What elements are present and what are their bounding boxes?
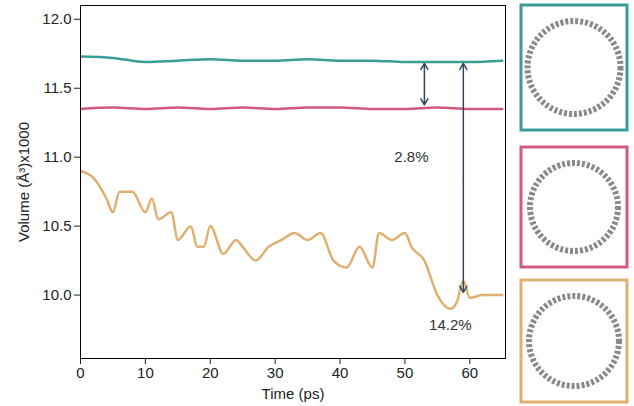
- svg-text:2.8%: 2.8%: [394, 148, 428, 165]
- svg-text:60: 60: [461, 364, 478, 381]
- svg-text:11.0: 11.0: [43, 148, 71, 165]
- svg-text:14.2%: 14.2%: [429, 316, 472, 333]
- svg-text:Volume (Å³)x1000: Volume (Å³)x1000: [15, 122, 32, 242]
- svg-text:40: 40: [332, 364, 349, 381]
- svg-text:10.0: 10.0: [42, 286, 71, 303]
- svg-text:10.5: 10.5: [42, 217, 71, 234]
- svg-text:20: 20: [202, 364, 219, 381]
- svg-text:10: 10: [137, 364, 154, 381]
- svg-text:11.5: 11.5: [43, 79, 71, 96]
- svg-text:50: 50: [397, 364, 414, 381]
- svg-text:Time (ps): Time (ps): [262, 385, 325, 402]
- svg-text:30: 30: [267, 364, 284, 381]
- svg-text:12.0: 12.0: [42, 10, 71, 27]
- svg-text:0: 0: [76, 364, 84, 381]
